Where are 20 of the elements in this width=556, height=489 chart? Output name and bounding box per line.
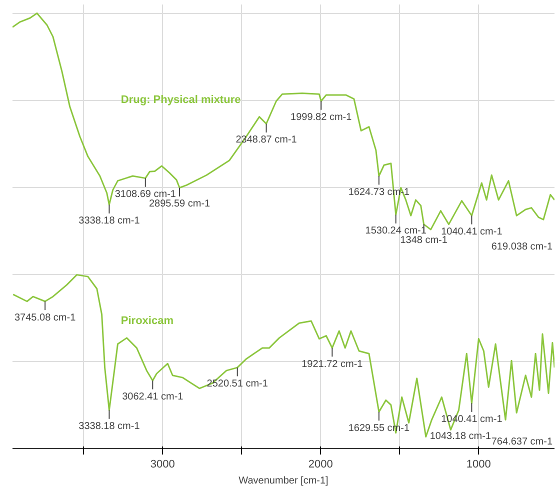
annotation: 619.038 cm-1 (491, 241, 553, 252)
series-label: Piroxicam (120, 315, 174, 328)
x-tick-label: 1000 (466, 458, 491, 470)
annotation: 3062.41 cm-1 (122, 391, 184, 402)
annotation: 3745.08 cm-1 (14, 312, 76, 324)
annotation: 3108.69 cm-1 (114, 189, 176, 200)
x-axis-title: Wavenumber [cm-1] (238, 476, 329, 486)
x-tick-label: 3000 (150, 458, 175, 470)
annotation: 1921.72 cm-1 (302, 358, 364, 370)
x-tick-label: 2000 (308, 458, 333, 470)
annotation: 764.637 cm-1 (491, 436, 553, 448)
annotation: 3338.18 cm-1 (78, 216, 140, 227)
annotation: 2895.59 cm-1 (148, 198, 211, 210)
annotation: 1348 cm-1 (400, 235, 448, 246)
annotation: 1040.41 cm-1 (441, 226, 503, 238)
annotation: 1043.18 cm-1 (430, 431, 492, 442)
annotation: 2520.51 cm-1 (206, 378, 268, 390)
series-label: Drug: Physical mixture (120, 94, 241, 106)
annotation: 1999.82 cm-1 (290, 112, 352, 124)
annotation: 3338.18 cm-1 (78, 421, 140, 432)
